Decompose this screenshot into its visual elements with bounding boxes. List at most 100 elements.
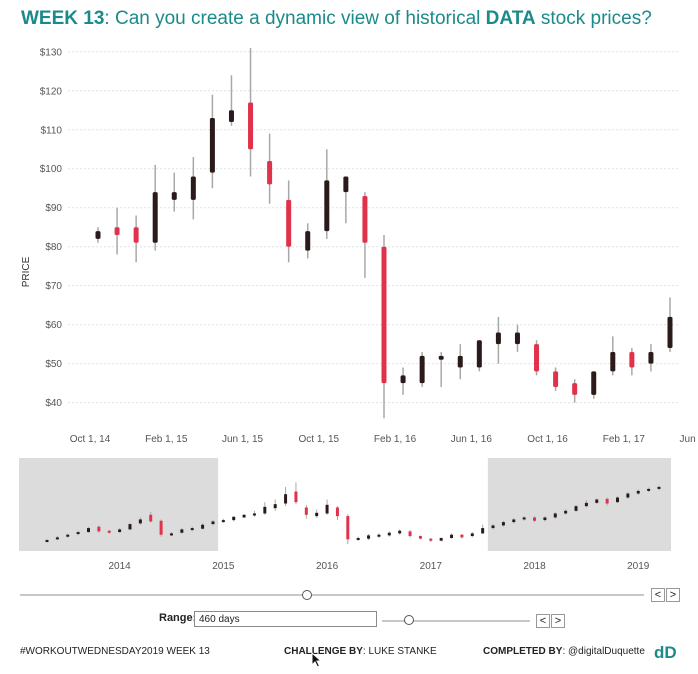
candle[interactable] bbox=[438, 351, 444, 388]
overview-candle bbox=[387, 531, 391, 537]
candle[interactable] bbox=[343, 176, 349, 224]
date-next-button[interactable]: > bbox=[666, 588, 680, 602]
candle[interactable] bbox=[171, 172, 177, 212]
overview-candle-body bbox=[201, 524, 205, 529]
candle-body bbox=[476, 340, 482, 368]
overview-candle-body bbox=[439, 538, 443, 541]
candle[interactable] bbox=[267, 133, 273, 204]
overview-candle bbox=[159, 519, 163, 537]
overview-candle-body bbox=[252, 513, 256, 516]
overview-candle bbox=[564, 509, 568, 515]
candle[interactable] bbox=[133, 215, 139, 263]
candle[interactable] bbox=[400, 367, 406, 395]
overview-year-label: 2018 bbox=[523, 561, 546, 572]
y-tick-label: $130 bbox=[40, 47, 63, 58]
overview-candle-body bbox=[149, 514, 153, 522]
candle[interactable] bbox=[457, 344, 463, 380]
x-tick-label: Feb 1, 16 bbox=[374, 434, 417, 445]
candle[interactable] bbox=[534, 340, 540, 376]
overview-candle bbox=[252, 510, 256, 517]
date-prev-button[interactable]: < bbox=[651, 588, 665, 602]
overview-candle bbox=[533, 516, 537, 523]
range-input[interactable]: 460 days bbox=[194, 611, 377, 627]
candles[interactable] bbox=[95, 47, 673, 419]
overview-candle bbox=[315, 509, 319, 519]
candle[interactable] bbox=[209, 94, 215, 189]
overview-year-label: 2015 bbox=[212, 561, 235, 572]
candle[interactable] bbox=[419, 351, 425, 388]
overview-year-label: 2019 bbox=[627, 561, 650, 572]
candle[interactable] bbox=[248, 47, 254, 177]
candle[interactable] bbox=[610, 336, 616, 376]
x-tick-label: Oct 1, 15 bbox=[299, 434, 340, 445]
range-prev-button[interactable]: < bbox=[536, 614, 550, 628]
candle[interactable] bbox=[228, 75, 234, 126]
candle[interactable] bbox=[190, 157, 196, 220]
overview-candle-body bbox=[45, 540, 49, 543]
candle-body bbox=[267, 160, 273, 185]
candle[interactable] bbox=[381, 235, 387, 419]
candle[interactable] bbox=[152, 164, 158, 251]
overview-candle-body bbox=[616, 497, 620, 503]
candle[interactable] bbox=[648, 344, 654, 372]
overview-candle-body bbox=[501, 522, 505, 526]
overview-chart[interactable]: 2014 2015 2016 2017 2018 2019 bbox=[0, 455, 698, 577]
candle[interactable] bbox=[591, 371, 597, 399]
overview-candle-body bbox=[284, 494, 288, 504]
date-slider-handle[interactable] bbox=[302, 590, 313, 600]
overview-candle-body bbox=[367, 535, 371, 539]
overview-candle-body bbox=[86, 528, 90, 533]
candle[interactable] bbox=[514, 324, 520, 352]
overview-candle-body bbox=[335, 507, 339, 517]
overview-candle-body bbox=[408, 531, 412, 537]
overview-candle-body bbox=[346, 516, 350, 540]
candlestick-chart: $40 $50 $60 $70 $80 $90 $100 $110 $120 $130 Oct 1… bbox=[21, 47, 698, 445]
candle-body bbox=[133, 227, 139, 243]
candle-body bbox=[400, 375, 406, 384]
overview-candle bbox=[76, 530, 80, 536]
candle[interactable] bbox=[553, 367, 559, 391]
candle[interactable] bbox=[476, 340, 482, 372]
candle[interactable] bbox=[286, 180, 292, 263]
candle[interactable] bbox=[324, 149, 330, 239]
overview-candle bbox=[470, 532, 474, 538]
overview-candle-body bbox=[636, 490, 640, 494]
overview-candle bbox=[335, 506, 339, 521]
overview-candle bbox=[450, 533, 454, 539]
range-slider-handle[interactable] bbox=[403, 615, 414, 625]
overview-candle-body bbox=[553, 513, 557, 518]
candle-body bbox=[610, 351, 616, 372]
x-axis-ticks: Oct 1, 14 Feb 1, 15 Jun 1, 15 Oct 1, 15 Feb … bbox=[70, 434, 698, 445]
overview-candle-body bbox=[190, 528, 194, 531]
title-ticker: DATA bbox=[485, 8, 536, 29]
overview-candle bbox=[294, 482, 298, 505]
candle[interactable] bbox=[495, 316, 501, 364]
overview-candle bbox=[232, 516, 236, 522]
y-tick-label: $110 bbox=[40, 125, 62, 136]
range-slider-track[interactable] bbox=[382, 620, 530, 622]
y-tick-label: $120 bbox=[40, 86, 63, 97]
overview-candle-body bbox=[242, 514, 246, 518]
candle[interactable] bbox=[667, 297, 673, 352]
range-next-button[interactable]: > bbox=[551, 614, 565, 628]
candle[interactable] bbox=[305, 223, 311, 259]
candle[interactable] bbox=[572, 379, 578, 403]
candle[interactable] bbox=[362, 192, 368, 278]
overview-candle-body bbox=[232, 516, 236, 521]
candle[interactable] bbox=[95, 227, 101, 243]
overview-candle-body bbox=[169, 533, 173, 536]
overview-candle-body bbox=[595, 499, 599, 503]
overview-candle-body bbox=[533, 517, 537, 521]
x-tick-label: Oct 1, 16 bbox=[527, 434, 568, 445]
candle[interactable] bbox=[629, 348, 635, 376]
overview-candle bbox=[657, 485, 661, 491]
overview-candle bbox=[86, 526, 90, 533]
date-slider-track[interactable] bbox=[20, 594, 644, 596]
overview-candle bbox=[221, 518, 225, 523]
candle[interactable] bbox=[114, 207, 120, 255]
overview-candle bbox=[647, 487, 651, 493]
y-tick-label: $50 bbox=[45, 359, 62, 370]
overview-candle bbox=[346, 514, 350, 545]
candle-body bbox=[381, 246, 387, 384]
overview-candle bbox=[460, 534, 464, 539]
